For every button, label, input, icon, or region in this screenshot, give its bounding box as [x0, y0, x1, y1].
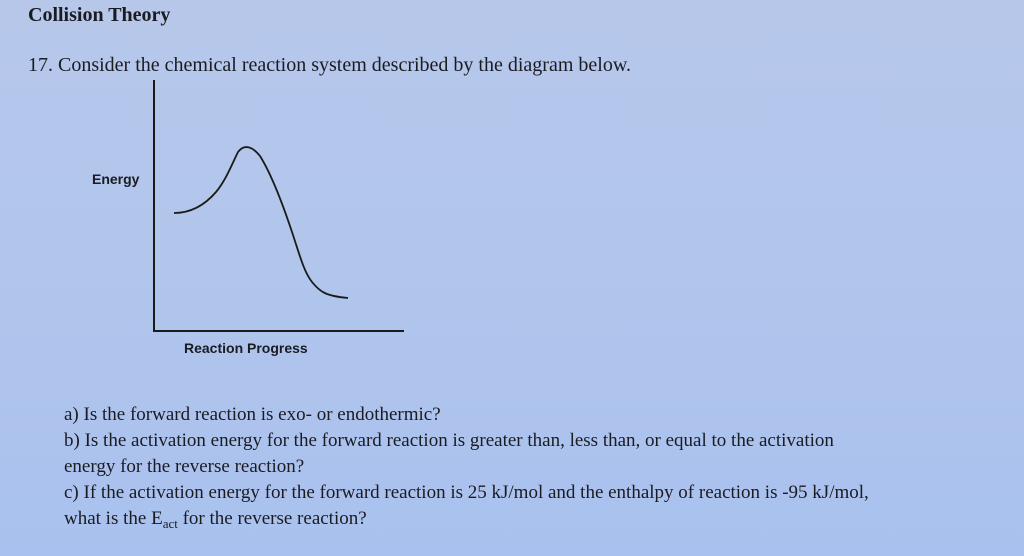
question-text: Consider the chemical reaction system de… [58, 54, 631, 76]
page-title: Collision Theory [28, 4, 171, 26]
question-17: 17. Consider the chemical reaction syste… [28, 54, 631, 77]
energy-diagram: Energy Reaction Progress [70, 70, 430, 370]
part-c-line2: what is the Eact for the reverse reactio… [64, 506, 1014, 537]
energy-diagram-svg [153, 80, 404, 332]
y-axis-label: Energy [92, 171, 140, 187]
part-a: a) Is the forward reaction is exo- or en… [64, 404, 441, 425]
x-axis-label: Reaction Progress [184, 340, 308, 356]
part-c-line1: c) If the activation energy for the forw… [64, 482, 869, 503]
part-b-line2: energy for the reverse reaction? [64, 456, 305, 477]
part-c-line2-end: for the reverse reaction? [177, 508, 367, 529]
energy-curve [173, 146, 349, 299]
question-number: 17. [28, 54, 53, 76]
question-parts: a) Is the forward reaction is exo- or en… [64, 402, 1014, 537]
part-c-line2-start: what is the E [64, 508, 163, 529]
part-c-subscript: act [162, 516, 178, 531]
part-b-line1: b) Is the activation energy for the forw… [64, 430, 834, 451]
